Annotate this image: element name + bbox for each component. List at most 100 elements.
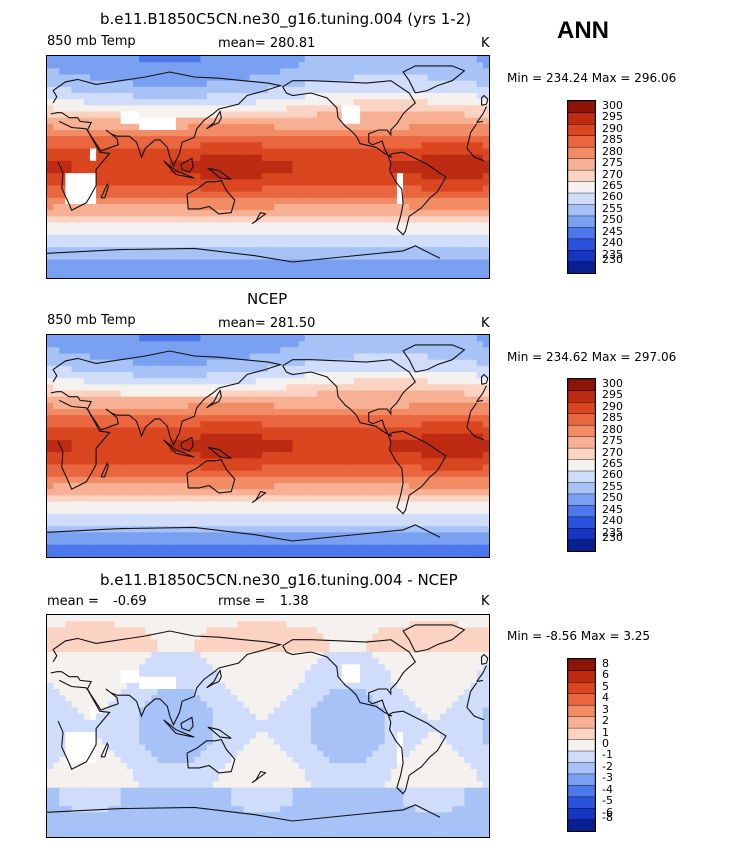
field-cell xyxy=(409,123,416,131)
field-cell xyxy=(446,228,453,236)
field-cell xyxy=(353,353,361,361)
field-cell xyxy=(218,433,226,441)
field-cell xyxy=(89,216,97,223)
field-cell xyxy=(384,365,392,373)
field-cell xyxy=(353,56,361,63)
field-cell xyxy=(114,384,122,391)
field-cell xyxy=(261,74,269,82)
field-cell xyxy=(71,464,79,472)
field-cell xyxy=(317,111,324,119)
field-cell xyxy=(83,544,91,552)
field-cell xyxy=(360,513,367,521)
field-cell xyxy=(108,396,115,404)
field-cell xyxy=(83,123,91,131)
field-cell xyxy=(298,402,306,410)
field-cell xyxy=(96,365,103,373)
field-cell xyxy=(268,117,275,125)
field-cell xyxy=(83,93,91,100)
field-cell xyxy=(206,154,214,162)
field-cell xyxy=(225,396,232,404)
field-cell xyxy=(114,265,122,273)
field-cell xyxy=(89,148,97,156)
field-cell xyxy=(169,421,177,428)
field-cell xyxy=(458,210,465,217)
field-cell xyxy=(292,415,300,422)
field-cell xyxy=(366,538,373,546)
field-cell xyxy=(403,259,410,267)
field-cell xyxy=(280,210,287,217)
field-cell xyxy=(476,68,484,75)
field-cell xyxy=(225,335,232,342)
field-cell xyxy=(218,372,226,379)
field-cell xyxy=(378,173,386,180)
field-cell xyxy=(145,384,152,391)
field-cell xyxy=(83,452,91,459)
field-cell xyxy=(286,247,293,254)
field-cell xyxy=(225,191,232,199)
field-cell xyxy=(476,74,484,82)
field-cell xyxy=(384,544,392,552)
field-cell xyxy=(65,372,72,379)
field-cell xyxy=(169,74,177,82)
field-cell xyxy=(304,476,312,484)
field-cell xyxy=(292,74,300,82)
field-cell xyxy=(415,179,422,186)
field-cell xyxy=(108,538,115,546)
field-cell xyxy=(194,117,201,125)
field-cell xyxy=(212,197,220,205)
field-cell xyxy=(427,185,435,193)
field-cell xyxy=(96,421,103,428)
field-cell xyxy=(292,427,300,435)
field-cell xyxy=(353,544,361,552)
field-cell xyxy=(415,489,422,496)
field-cell xyxy=(96,179,103,186)
field-cell xyxy=(96,56,103,63)
field-cell xyxy=(421,185,429,193)
field-cell xyxy=(403,335,410,342)
field-cell xyxy=(482,197,489,205)
field-cell xyxy=(163,526,171,533)
field-cell xyxy=(120,210,128,217)
field-cell xyxy=(65,241,72,248)
field-cell xyxy=(378,74,386,82)
field-cell xyxy=(194,86,201,94)
field-cell xyxy=(415,253,422,260)
field-cell xyxy=(126,259,134,267)
field-cell xyxy=(212,365,220,373)
field-cell xyxy=(446,353,453,361)
field-cell xyxy=(286,123,293,131)
field-cell xyxy=(298,507,306,515)
field-cell xyxy=(323,409,330,416)
field-cell xyxy=(255,185,263,193)
field-cell xyxy=(132,142,140,149)
field-cell xyxy=(126,148,134,156)
field-cell xyxy=(261,105,269,112)
field-cell xyxy=(126,247,134,254)
field-cell xyxy=(329,372,336,379)
field-cell xyxy=(268,489,275,496)
field-cell xyxy=(237,396,244,404)
field-cell xyxy=(237,390,244,398)
field-cell xyxy=(83,179,91,186)
field-cell xyxy=(421,550,429,557)
field-cell xyxy=(163,507,171,515)
field-cell xyxy=(120,409,128,416)
field-cell xyxy=(261,142,269,149)
field-cell xyxy=(194,384,201,391)
field-cell xyxy=(384,117,392,125)
field-cell xyxy=(323,396,330,404)
field-cell xyxy=(200,216,208,223)
field-cell xyxy=(145,378,152,385)
field-cell xyxy=(145,520,152,527)
field-cell xyxy=(476,253,484,260)
field-cell xyxy=(482,93,489,100)
field-cell xyxy=(341,415,349,422)
field-cell xyxy=(175,197,183,205)
field-cell xyxy=(188,130,195,137)
field-cell xyxy=(212,550,220,557)
field-cell xyxy=(89,173,97,180)
field-cell xyxy=(47,86,54,94)
field-cell xyxy=(286,222,293,230)
field-cell xyxy=(310,271,318,278)
field-cell xyxy=(114,415,122,422)
